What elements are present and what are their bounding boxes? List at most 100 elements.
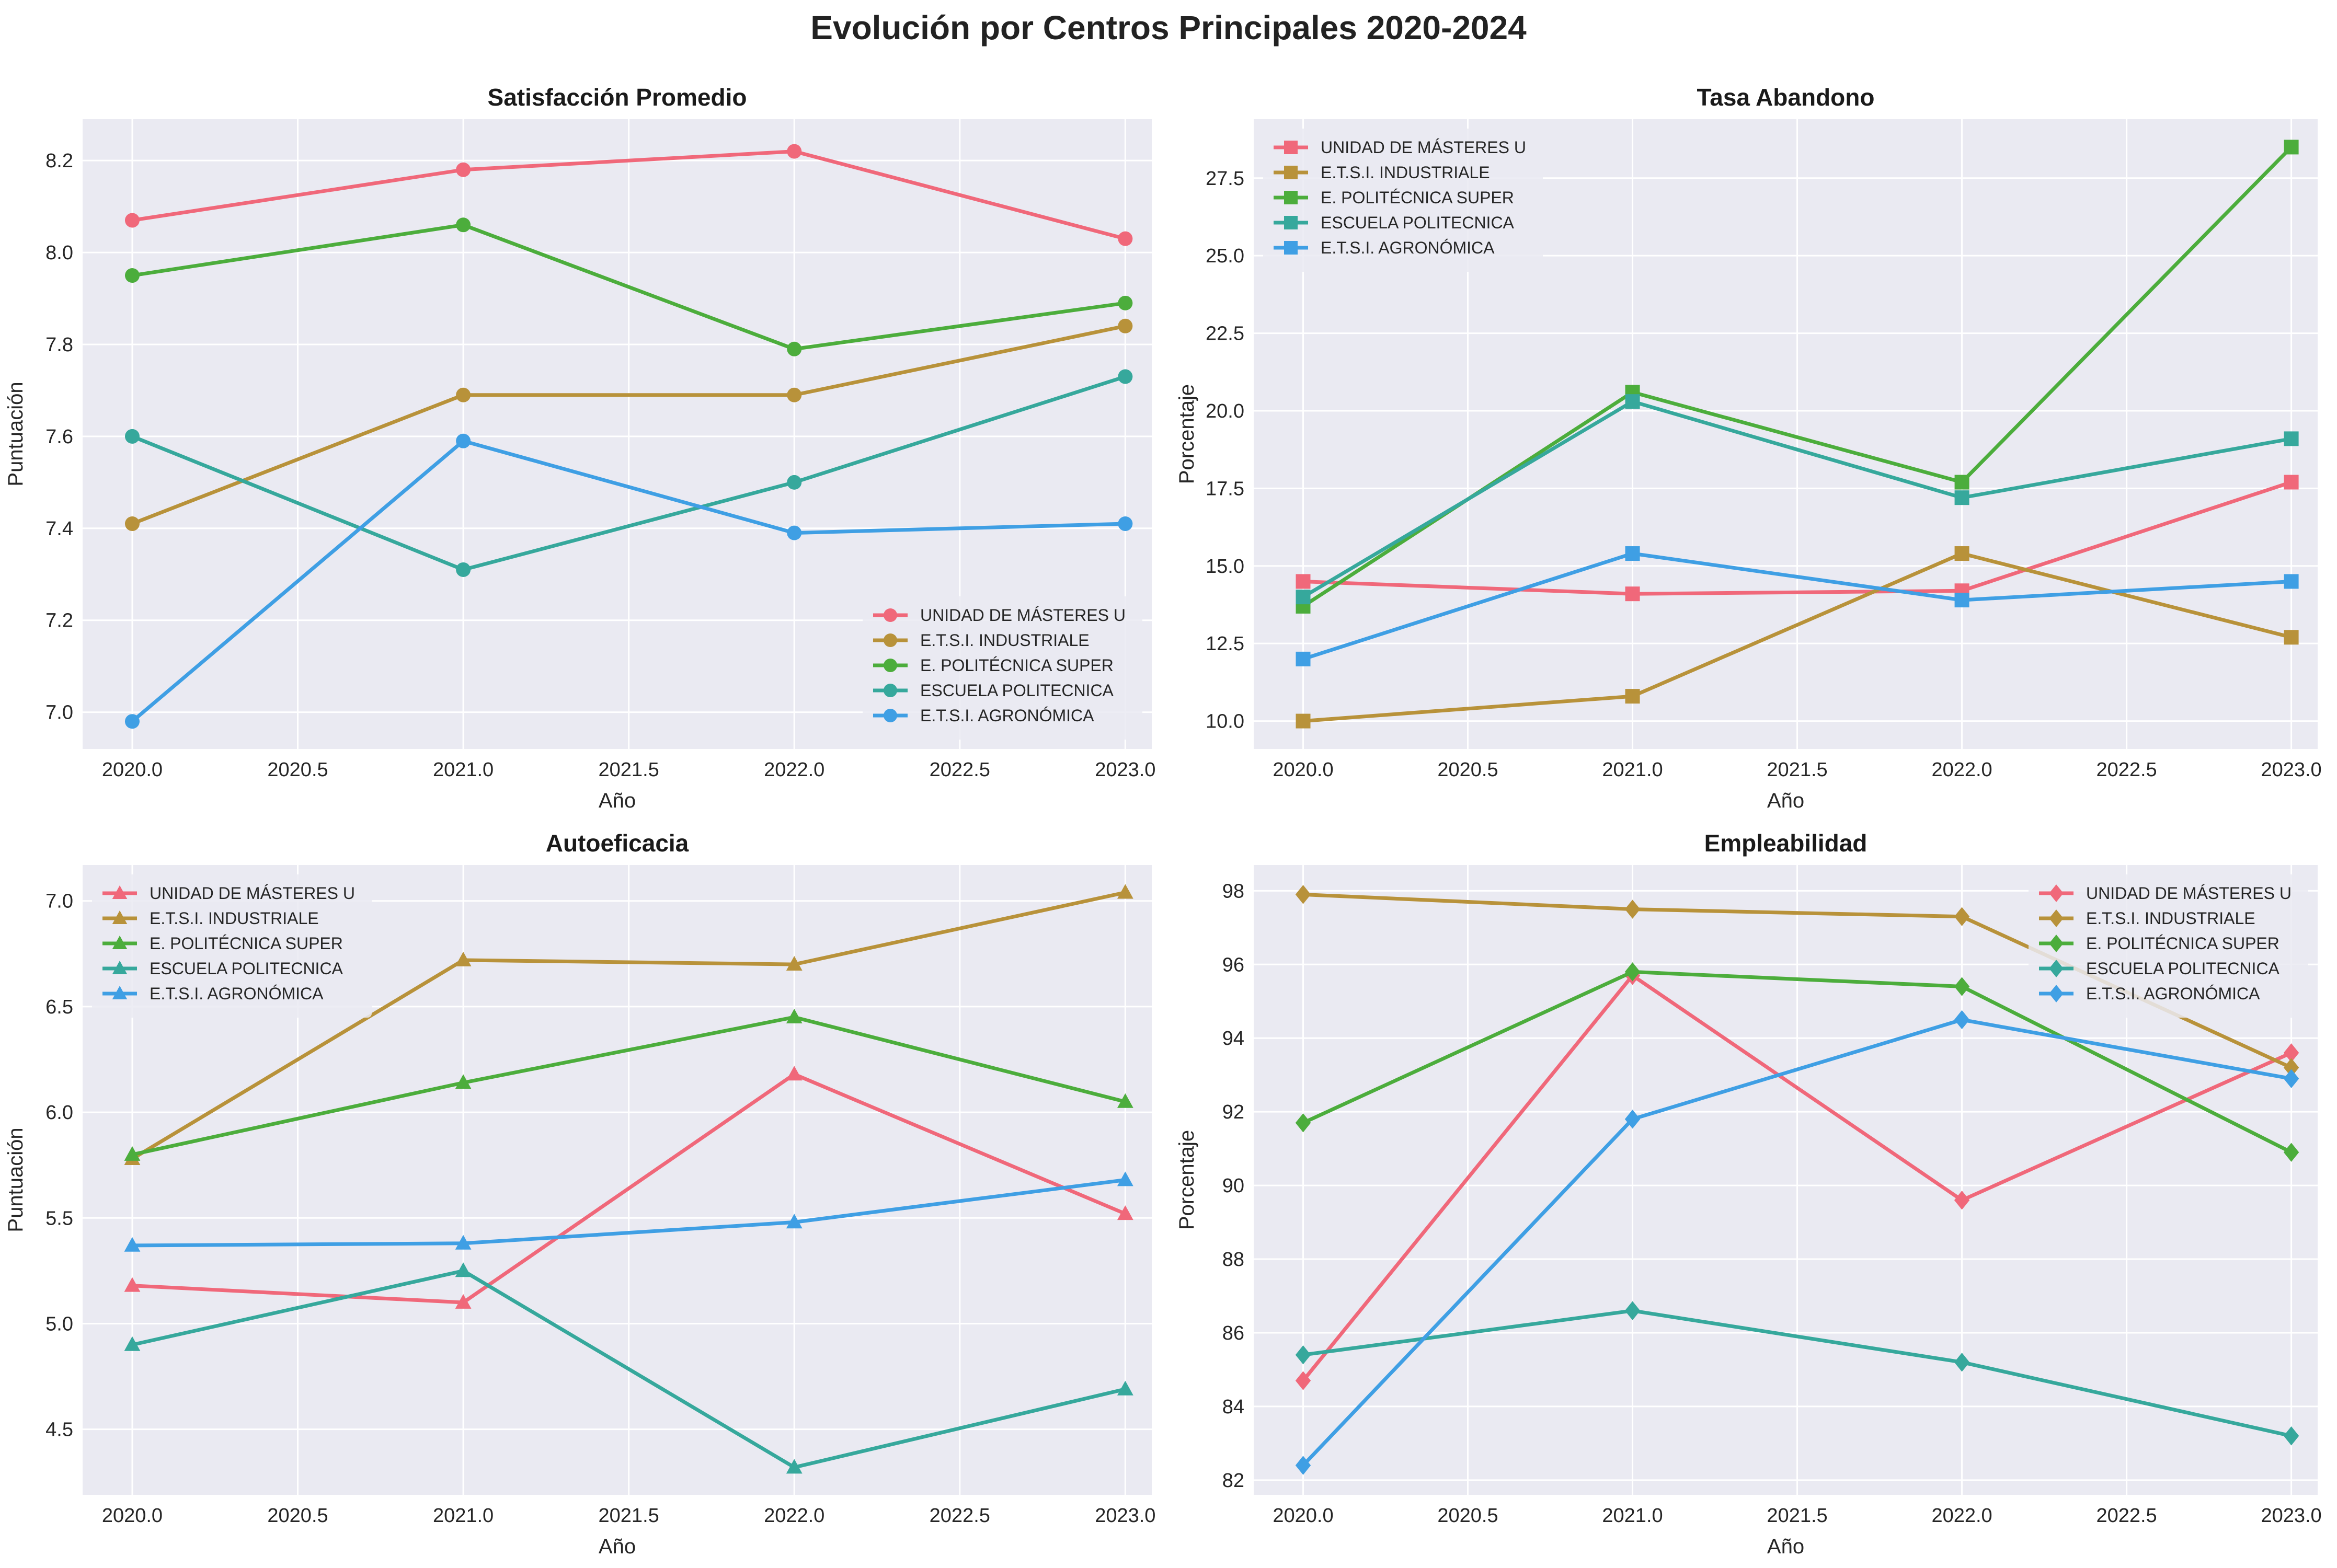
- data-point: [2283, 1069, 2299, 1088]
- legend-marker: [884, 659, 897, 672]
- legend-label: ESCUELA POLITECNICA: [2086, 959, 2280, 978]
- y-tick-label: 7.0: [45, 891, 73, 913]
- series-line: [1301, 480, 2294, 596]
- legend: UNIDAD DE MÁSTERES U E.T.S.I. INDUSTRIALE…: [863, 596, 1142, 740]
- x-tick-label: 2020.5: [267, 759, 328, 781]
- series-3: [124, 217, 1133, 356]
- y-tick-label: 94: [1222, 1028, 1244, 1050]
- data-point: [1954, 1353, 1970, 1372]
- legend-marker: [1284, 191, 1298, 204]
- data-point: [786, 1459, 803, 1474]
- data-point: [2283, 1426, 2299, 1446]
- legend-marker: [884, 608, 897, 622]
- y-tick-label: 10.0: [1206, 711, 1244, 733]
- data-point: [1624, 962, 1641, 982]
- x-tick-label: 2020.0: [1273, 759, 1333, 781]
- legend-label: ESCUELA POLITECNICA: [150, 959, 343, 978]
- y-axis-label: Puntuación: [4, 382, 27, 486]
- legend-label: E.T.S.I. INDUSTRIALE: [1321, 163, 1490, 182]
- data-point: [1117, 884, 1133, 899]
- series-line: [1301, 551, 2294, 723]
- y-tick-label: 86: [1222, 1322, 1244, 1344]
- legend-label: UNIDAD DE MÁSTERES U: [920, 606, 1126, 625]
- y-tick-label: 92: [1222, 1101, 1244, 1123]
- series-5: [1296, 546, 2299, 666]
- series-line: [130, 891, 1127, 1161]
- x-tick-label: 2020.5: [267, 1505, 328, 1527]
- data-point: [455, 1294, 472, 1309]
- y-tick-label: 98: [1222, 880, 1244, 902]
- data-point: [1954, 546, 1969, 561]
- legend-label: UNIDAD DE MÁSTERES U: [2086, 884, 2292, 903]
- data-point: [1624, 900, 1641, 919]
- x-tick-label: 2022.0: [1931, 759, 1992, 781]
- data-point: [1296, 590, 1311, 605]
- legend-box: [2029, 874, 2308, 1018]
- legend-box: [92, 874, 372, 1018]
- series-line: [1301, 399, 2294, 599]
- x-axis-label: Año: [1767, 1535, 1804, 1558]
- series-4: [124, 1262, 1133, 1474]
- data-point: [456, 433, 471, 448]
- legend-label: E.T.S.I. AGRONÓMICA: [920, 706, 1094, 725]
- legend-marker: [884, 633, 897, 647]
- data-point: [1295, 1113, 1311, 1133]
- y-tick-label: 6.5: [45, 996, 73, 1018]
- y-tick-label: 8.0: [45, 242, 73, 264]
- legend-label: ESCUELA POLITECNICA: [1321, 213, 1515, 232]
- y-tick-label: 22.5: [1206, 323, 1244, 345]
- subplot-3: 2020.0 2020.5 2021.0 2021.5 2022.0 2022.5 2023…: [4, 829, 1155, 1558]
- legend-marker: [2049, 909, 2064, 927]
- data-point: [787, 387, 802, 402]
- legend-marker: [112, 910, 128, 925]
- data-point: [124, 1277, 141, 1292]
- y-tick-label: 82: [1222, 1470, 1244, 1492]
- series-1: [1296, 475, 2299, 602]
- legend-label: UNIDAD DE MÁSTERES U: [150, 884, 355, 903]
- y-tick-label: 12.5: [1206, 633, 1244, 655]
- data-point: [787, 525, 802, 540]
- x-tick-label: 2020.0: [102, 1505, 163, 1527]
- y-tick-label: 84: [1222, 1396, 1244, 1418]
- legend-label: E.T.S.I. AGRONÓMICA: [150, 984, 324, 1003]
- data-point: [455, 1235, 472, 1250]
- data-point: [2283, 1058, 2299, 1077]
- series-line: [1301, 973, 2294, 1382]
- data-point: [1296, 651, 1311, 666]
- series-line: [130, 375, 1127, 572]
- y-tick-label: 7.0: [45, 702, 73, 724]
- series-5: [124, 433, 1133, 729]
- data-point: [787, 144, 802, 159]
- series-3: [1295, 962, 2299, 1162]
- data-point: [1296, 574, 1311, 589]
- y-tick-label: 7.2: [45, 610, 73, 632]
- x-axis-label: Año: [1767, 789, 1804, 812]
- data-point: [1117, 1380, 1133, 1396]
- series-line: [130, 1269, 1127, 1469]
- x-tick-label: 2021.5: [1767, 1505, 1827, 1527]
- series-5: [1295, 1010, 2299, 1475]
- series-2: [1296, 546, 2299, 729]
- series-line: [130, 1072, 1127, 1305]
- subplot-title: Tasa Abandono: [1697, 84, 1875, 111]
- data-point: [456, 562, 471, 577]
- series-line: [1301, 1018, 2294, 1468]
- legend: UNIDAD DE MÁSTERES U E.T.S.I. INDUSTRIALE…: [92, 874, 372, 1018]
- legend-label: E.T.S.I. INDUSTRIALE: [920, 631, 1090, 650]
- data-point: [2284, 431, 2299, 446]
- data-point: [787, 475, 802, 490]
- data-point: [1118, 369, 1133, 384]
- series-1: [124, 144, 1133, 246]
- y-tick-label: 6.0: [45, 1102, 73, 1124]
- data-point: [1954, 593, 1969, 608]
- series-5: [124, 1171, 1133, 1252]
- y-tick-label: 7.4: [45, 518, 73, 540]
- subplot-title: Empleabilidad: [1704, 829, 1868, 857]
- y-tick-label: 8.2: [45, 150, 73, 172]
- data-point: [1625, 546, 1640, 561]
- legend-marker: [1284, 216, 1298, 229]
- legend-label: ESCUELA POLITECNICA: [920, 681, 1114, 700]
- data-point: [1625, 394, 1640, 409]
- legend-marker: [2049, 935, 2064, 952]
- data-point: [124, 213, 140, 228]
